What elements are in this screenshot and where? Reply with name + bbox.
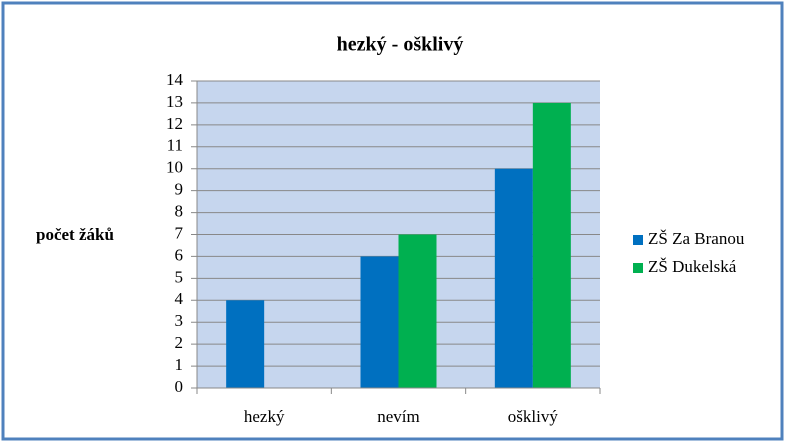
y-tick-label: 14 [166,70,184,89]
y-tick-label: 6 [175,245,184,264]
y-tick-label: 13 [166,92,183,111]
x-tick-label: nevím [377,407,420,426]
legend-swatch [633,263,643,273]
legend-label: ZŠ Za Branou [648,229,745,248]
y-tick-label: 11 [167,136,183,155]
y-tick-label: 10 [166,158,183,177]
bar [226,300,265,388]
y-tick-label: 1 [175,355,184,374]
y-tick-label: 9 [175,180,184,199]
bar [360,256,399,388]
bar [398,234,437,388]
y-tick-label: 5 [175,267,184,286]
y-tick-label: 0 [175,377,184,396]
y-tick-label: 7 [175,223,184,242]
y-tick-label: 3 [175,311,184,330]
y-tick-label: 4 [175,289,184,308]
y-tick-label: 8 [175,201,184,220]
y-tick-label: 2 [175,333,184,352]
bar [532,102,571,388]
legend-label: ZŠ Dukelská [648,257,737,276]
y-tick-label: 12 [166,114,183,133]
chart-title: hezký - ošklivý [337,34,464,56]
x-tick-label: ošklivý [508,407,559,426]
legend-swatch [633,235,643,245]
y-axis-label: počet žáků [36,225,114,244]
bar [494,168,533,388]
x-tick-label: hezký [244,407,285,426]
